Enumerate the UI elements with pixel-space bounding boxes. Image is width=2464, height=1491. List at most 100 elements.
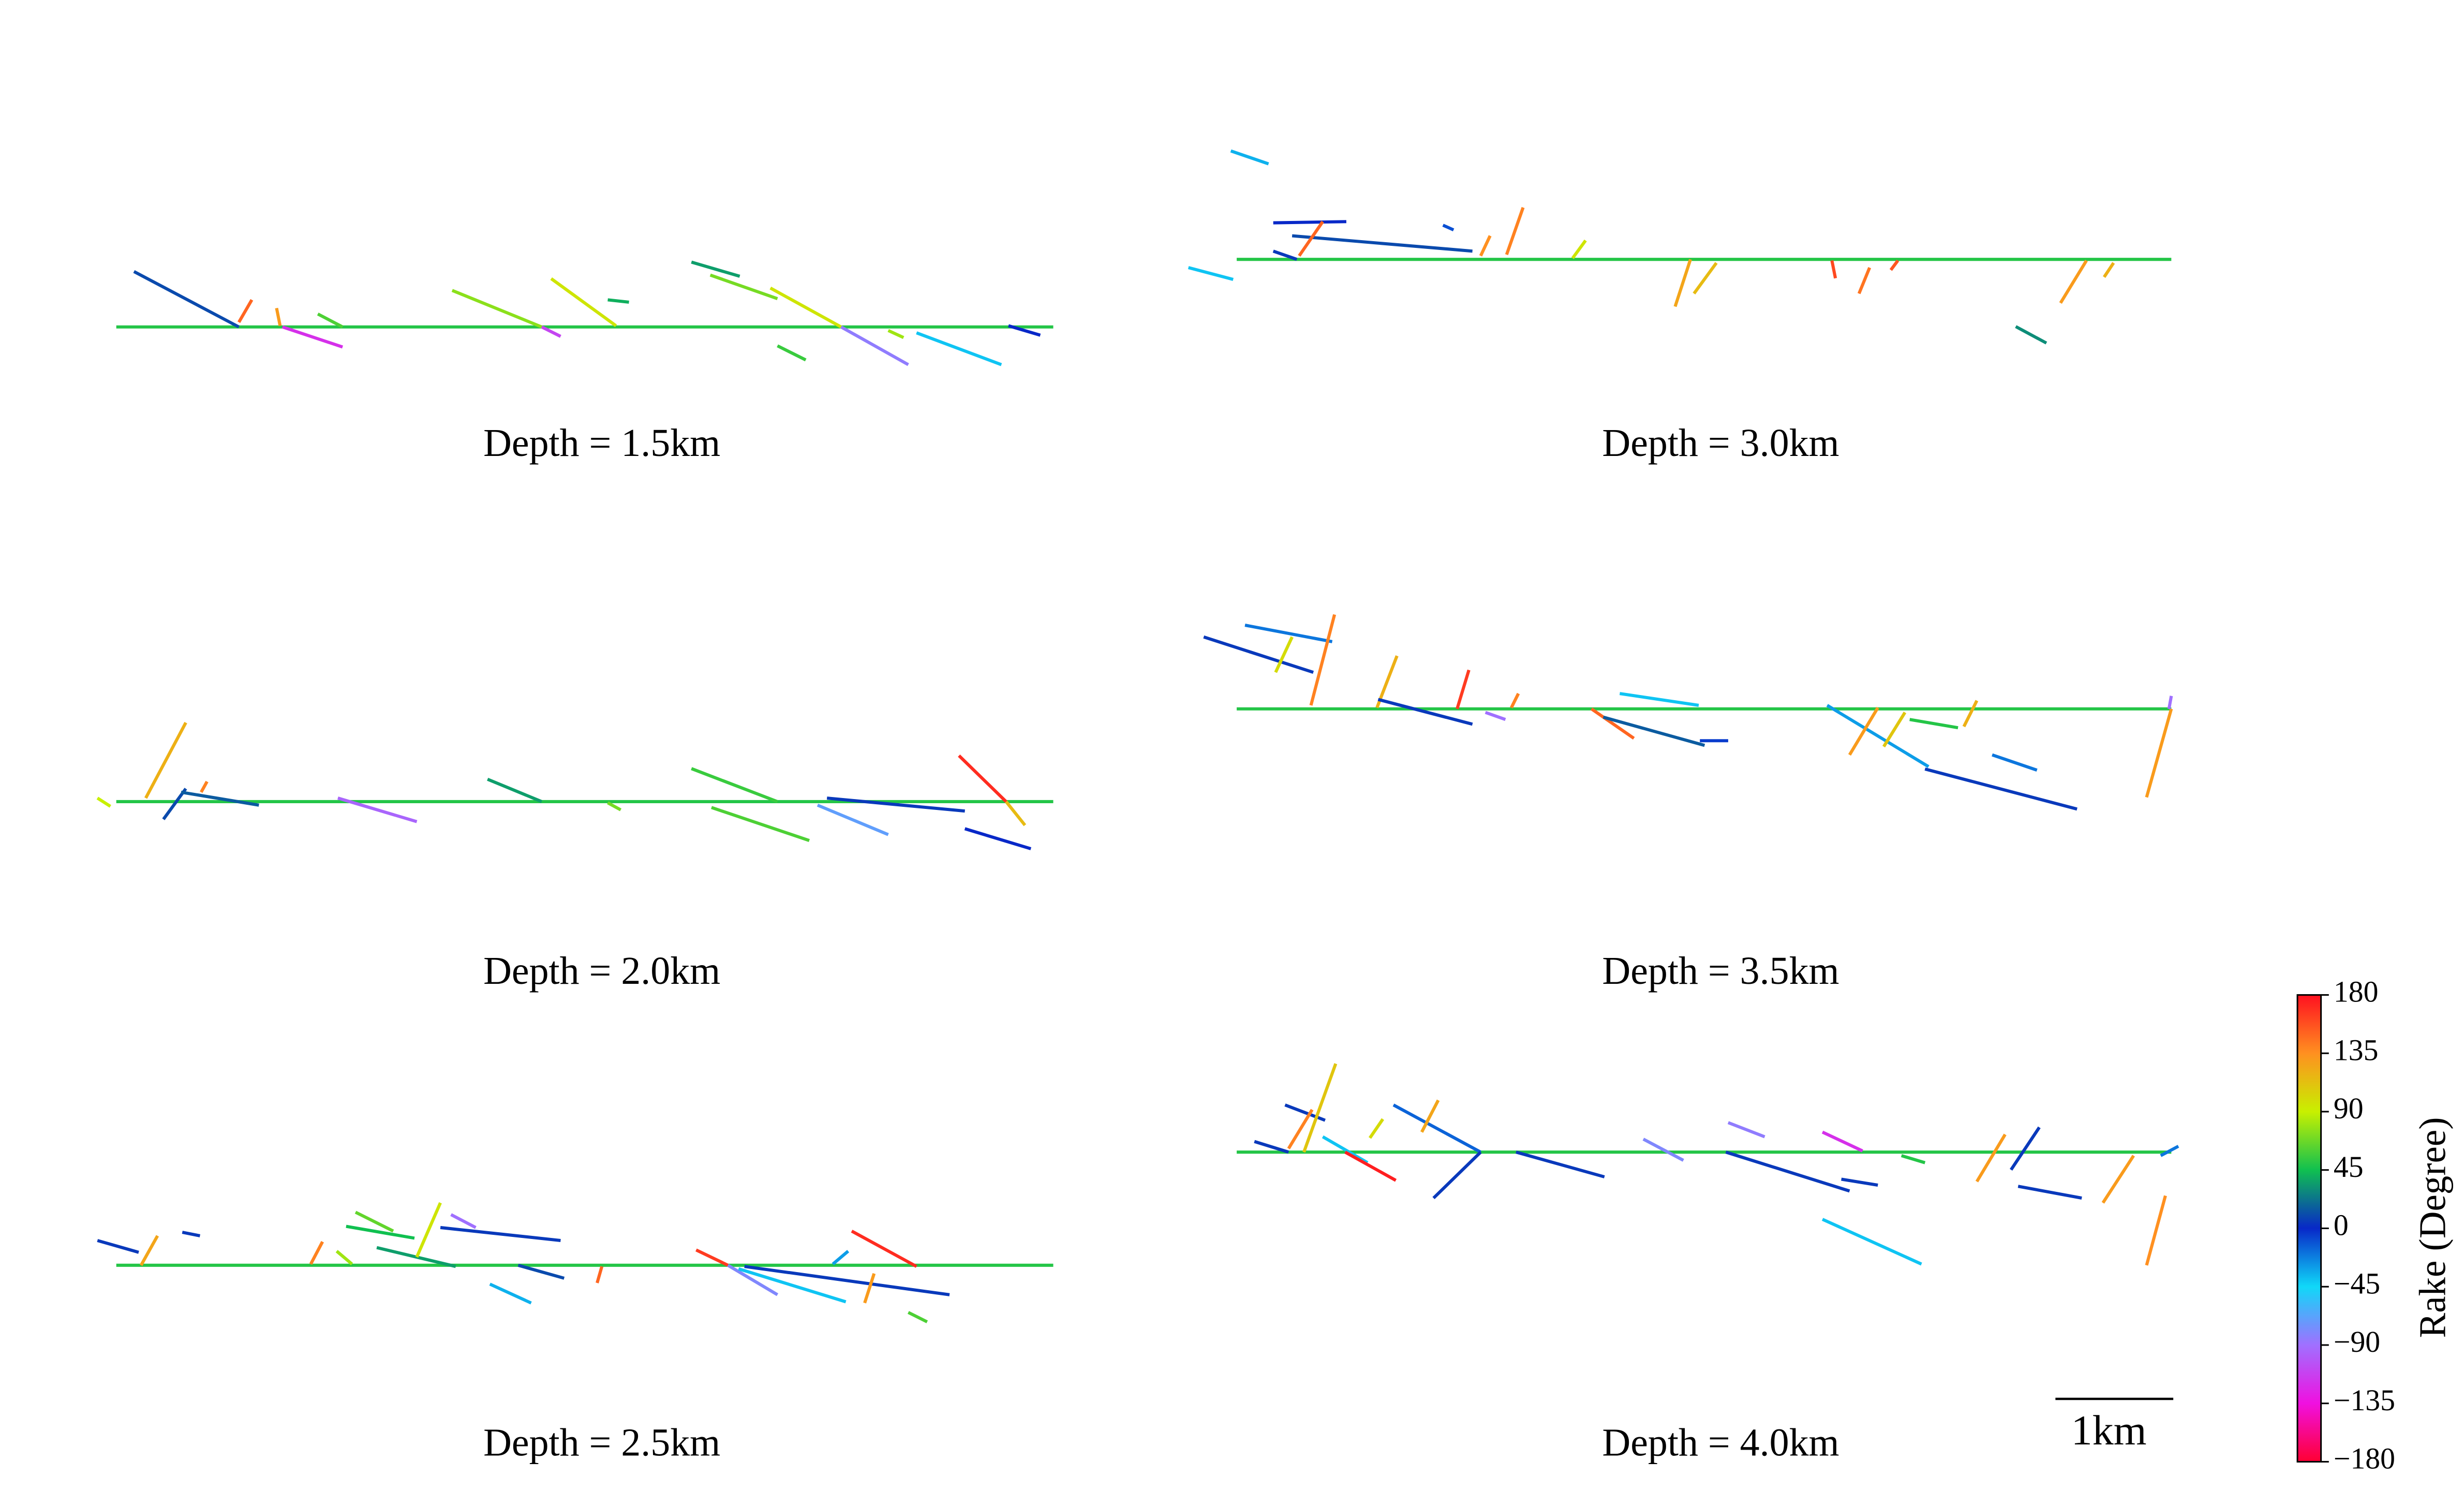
fault-trace <box>200 780 209 793</box>
fault-trace <box>1392 1103 1482 1154</box>
fault-trace <box>691 767 778 803</box>
fault-trace <box>354 1210 394 1233</box>
fault-trace <box>2015 325 2047 345</box>
fault-trace <box>440 1226 561 1243</box>
fault-trace <box>1292 234 1473 253</box>
fault-trace <box>541 326 561 338</box>
fault-trace <box>1432 1150 1482 1200</box>
fault-trace <box>1298 220 1324 257</box>
fault-trace <box>1725 1150 1850 1193</box>
fault-trace <box>1230 149 1269 166</box>
fault-trace <box>1821 1130 1863 1153</box>
fault-trace <box>1673 259 1692 307</box>
fault-trace <box>1857 267 1872 294</box>
fault-trace <box>489 1282 532 1305</box>
fault-trace <box>517 1263 565 1280</box>
fault-trace <box>744 1265 950 1296</box>
panel: Depth = 3.0km <box>1188 149 2172 465</box>
fault-trace <box>275 307 282 327</box>
fault-trace <box>691 260 740 278</box>
fault-trace <box>1420 1099 1440 1133</box>
fault-trace <box>1642 1138 1684 1162</box>
fault-trace <box>1273 220 1346 225</box>
colorbar-tick-label: 135 <box>2334 1034 2379 1067</box>
fault-trace <box>908 1311 928 1323</box>
panel-title: Depth = 2.5km <box>483 1421 720 1464</box>
fault-trace <box>2160 1145 2179 1157</box>
fault-trace <box>1571 239 1587 259</box>
fault-trace <box>96 796 111 808</box>
colorbar-tick-label: −180 <box>2334 1443 2395 1475</box>
panel-title: Depth = 2.0km <box>483 949 720 993</box>
panel-title: Depth = 1.5km <box>483 421 720 465</box>
fault-trace <box>1727 1121 1765 1139</box>
fault-trace <box>1272 249 1298 261</box>
fault-trace <box>711 806 810 842</box>
fault-trace <box>817 803 889 836</box>
fault-trace <box>2059 259 2088 304</box>
fault-trace <box>1368 1118 1385 1139</box>
scale-bar-label: 1km <box>2071 1407 2147 1454</box>
fault-trace <box>1848 706 1879 756</box>
fault-trace <box>887 329 904 339</box>
fault-trace <box>181 790 259 807</box>
fault-trace <box>1826 704 1929 768</box>
fault-trace <box>1962 700 1979 728</box>
fault-trace <box>607 801 622 811</box>
colorbar-tick-label: 0 <box>2334 1209 2349 1242</box>
fault-trace <box>346 1224 415 1240</box>
fault-trace <box>964 827 1032 850</box>
fault-trace <box>237 299 254 323</box>
fault-trace <box>2103 262 2115 278</box>
fault-trace <box>1274 636 1294 673</box>
fault-trace <box>769 286 842 329</box>
fault-trace <box>738 1267 847 1304</box>
fault-trace <box>2017 1185 2082 1200</box>
panel: Depth = 1.5km <box>116 260 1053 465</box>
fault-trace <box>1377 698 1473 726</box>
colorbar-tick-label: 90 <box>2334 1093 2364 1125</box>
colorbar-label: Rake (Degree) <box>2412 1117 2454 1338</box>
fault-trace <box>1602 715 1705 747</box>
fault-trace <box>450 1213 477 1229</box>
fault-trace <box>317 313 344 329</box>
fault-trace <box>1008 324 1041 337</box>
panel: Depth = 2.5km <box>97 1202 1053 1464</box>
colorbar-tick-label: 45 <box>2334 1151 2364 1184</box>
fault-trace <box>139 1235 159 1266</box>
fault-trace <box>2145 1195 2167 1266</box>
fault-trace <box>607 298 629 304</box>
fault-trace <box>1693 262 1718 295</box>
panel: Depth = 2.0km <box>96 721 1053 993</box>
colorbar <box>2296 994 2322 1463</box>
fault-trace <box>1244 624 1333 643</box>
fault-trace <box>1505 206 1525 256</box>
colorbar-tick-label: −45 <box>2334 1267 2380 1300</box>
fault-trace <box>1909 718 1958 730</box>
colorbar-tick-label: −135 <box>2334 1384 2395 1417</box>
fault-trace <box>727 1264 779 1296</box>
fault-trace <box>777 344 807 362</box>
fault-trace <box>182 1231 201 1237</box>
fault-trace <box>550 277 617 327</box>
fault-trace <box>1889 259 1899 271</box>
fault-trace <box>1975 1133 2007 1183</box>
fault-trace <box>709 273 778 300</box>
fault-trace <box>1479 235 1492 257</box>
fault-trace <box>958 754 1007 803</box>
panel-title: Depth = 3.0km <box>1602 421 1839 465</box>
fault-trace <box>1344 1150 1397 1182</box>
fault-trace <box>832 1250 850 1265</box>
panel: Depth = 3.5km <box>1203 614 2173 993</box>
fault-trace <box>1302 1063 1338 1153</box>
fault-trace <box>1442 224 1454 231</box>
fault-trace <box>840 326 909 366</box>
fault-trace <box>1203 635 1314 674</box>
fault-trace <box>1456 669 1471 710</box>
fault-trace <box>1254 1140 1289 1154</box>
fault-trace <box>1841 1177 1878 1187</box>
panel: Depth = 4.0km <box>1237 1063 2179 1464</box>
fault-trace <box>1619 692 1699 707</box>
fault-trace <box>2010 1126 2041 1171</box>
